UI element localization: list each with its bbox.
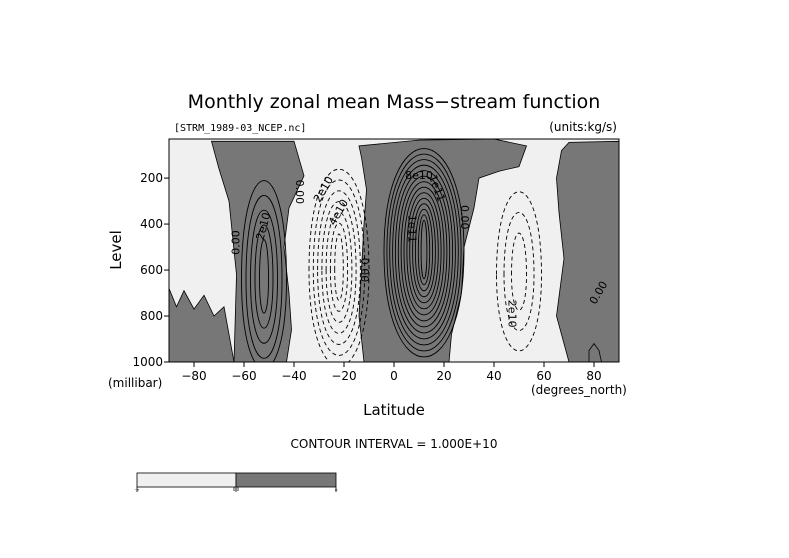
colorbar-negative-swatch [136, 472, 237, 488]
y-axis-units: (millibar) [108, 376, 162, 390]
x-tick-label: 40 [486, 369, 501, 383]
tropical-positive-cell-contour [389, 159, 459, 346]
tropical-positive-cell-contour [417, 214, 431, 286]
x-tick-label: −80 [181, 369, 206, 383]
tropical-positive-cell-contour [383, 148, 465, 358]
chart-units: (units:kg/s) [549, 120, 617, 134]
tropical-positive-cell-contour [403, 187, 445, 315]
southern-positive-cell-contour [254, 224, 274, 329]
x-tick-label: 80 [586, 369, 601, 383]
x-tick-label: −40 [281, 369, 306, 383]
contour-label: 1e11 [406, 215, 419, 243]
x-tick-label: 60 [536, 369, 551, 383]
tropical-positive-cell-contour [400, 181, 448, 322]
contour-label: 8e10 [405, 169, 433, 182]
tropical-positive-cell-contour [420, 219, 428, 279]
southern-negative-cell-contour [325, 211, 353, 323]
colorbar-label-min: -∞ [135, 487, 140, 492]
tropical-positive-cell-contour [394, 170, 454, 334]
northern-negative-cell-contour [511, 232, 527, 311]
positive-region-polar [556, 140, 619, 362]
chart-source-file: [STRM_1989-03_NCEP.nc] [174, 123, 306, 134]
southern-negative-cell-contour [308, 169, 370, 362]
colorbar: -∞ 0.0 ∞ [135, 472, 338, 492]
southern-positive-cell-contour [241, 180, 287, 362]
tropical-positive-cell-contour [386, 153, 462, 352]
x-axis: −80 −60 −40 −20 0 20 40 60 80 [181, 362, 602, 383]
southern-negative-cell-contour [312, 179, 366, 356]
southern-negative-cell-contour [334, 233, 344, 301]
x-axis-units: (degrees_north) [531, 383, 627, 397]
contour-label: 0.00 [293, 180, 306, 205]
southern-negative-cell-contour [321, 201, 357, 334]
contour-interval-text: CONTOUR INTERVAL = 1.000E+10 [291, 437, 498, 451]
y-axis-label: Level [107, 230, 125, 270]
colorbar-label-max: ∞ [334, 487, 337, 492]
contour-label: 0.00 [458, 205, 471, 230]
southern-positive-cell-contour [245, 195, 283, 359]
y-tick-label: 200 [140, 171, 163, 185]
tropical-positive-cell-contour [397, 175, 451, 328]
colorbar-positive-swatch [235, 472, 337, 488]
x-axis-label: Latitude [363, 401, 425, 419]
x-tick-label: 0 [390, 369, 398, 383]
y-tick-label: 400 [140, 217, 163, 231]
southern-positive-cell-contour [259, 239, 269, 314]
tropical-positive-cell-contour [409, 197, 439, 303]
y-tick-label: 600 [140, 263, 163, 277]
contour-label: 0.00 [229, 230, 242, 255]
tropical-positive-cell-contour [406, 192, 442, 310]
southern-positive-cell-contour [250, 210, 278, 344]
x-tick-label: −60 [231, 369, 256, 383]
northern-negative-cell-contour [496, 191, 542, 352]
positive-region-polar-surface [588, 342, 602, 362]
contour-label: 0.00 [358, 258, 371, 283]
tropical-positive-cell-contour [412, 203, 436, 298]
northern-negative-cell-contour [503, 211, 535, 331]
x-tick-label: −20 [331, 369, 356, 383]
x-tick-label: 20 [436, 369, 451, 383]
y-tick-label: 800 [140, 309, 163, 323]
southern-negative-cell-contour [317, 190, 361, 345]
y-tick-label: 1000 [132, 355, 163, 369]
chart-title: Monthly zonal mean Mass−stream function [188, 91, 601, 113]
positive-region-southern [169, 288, 235, 362]
contour-label: 2e10 [505, 300, 518, 328]
tropical-positive-cell-contour [414, 208, 434, 292]
southern-negative-cell-contour [329, 222, 349, 312]
y-axis: 200 400 600 800 1000 [132, 171, 169, 369]
tropical-positive-cell-contour [392, 164, 456, 340]
colorbar-label-zero: 0.0 [233, 487, 240, 492]
